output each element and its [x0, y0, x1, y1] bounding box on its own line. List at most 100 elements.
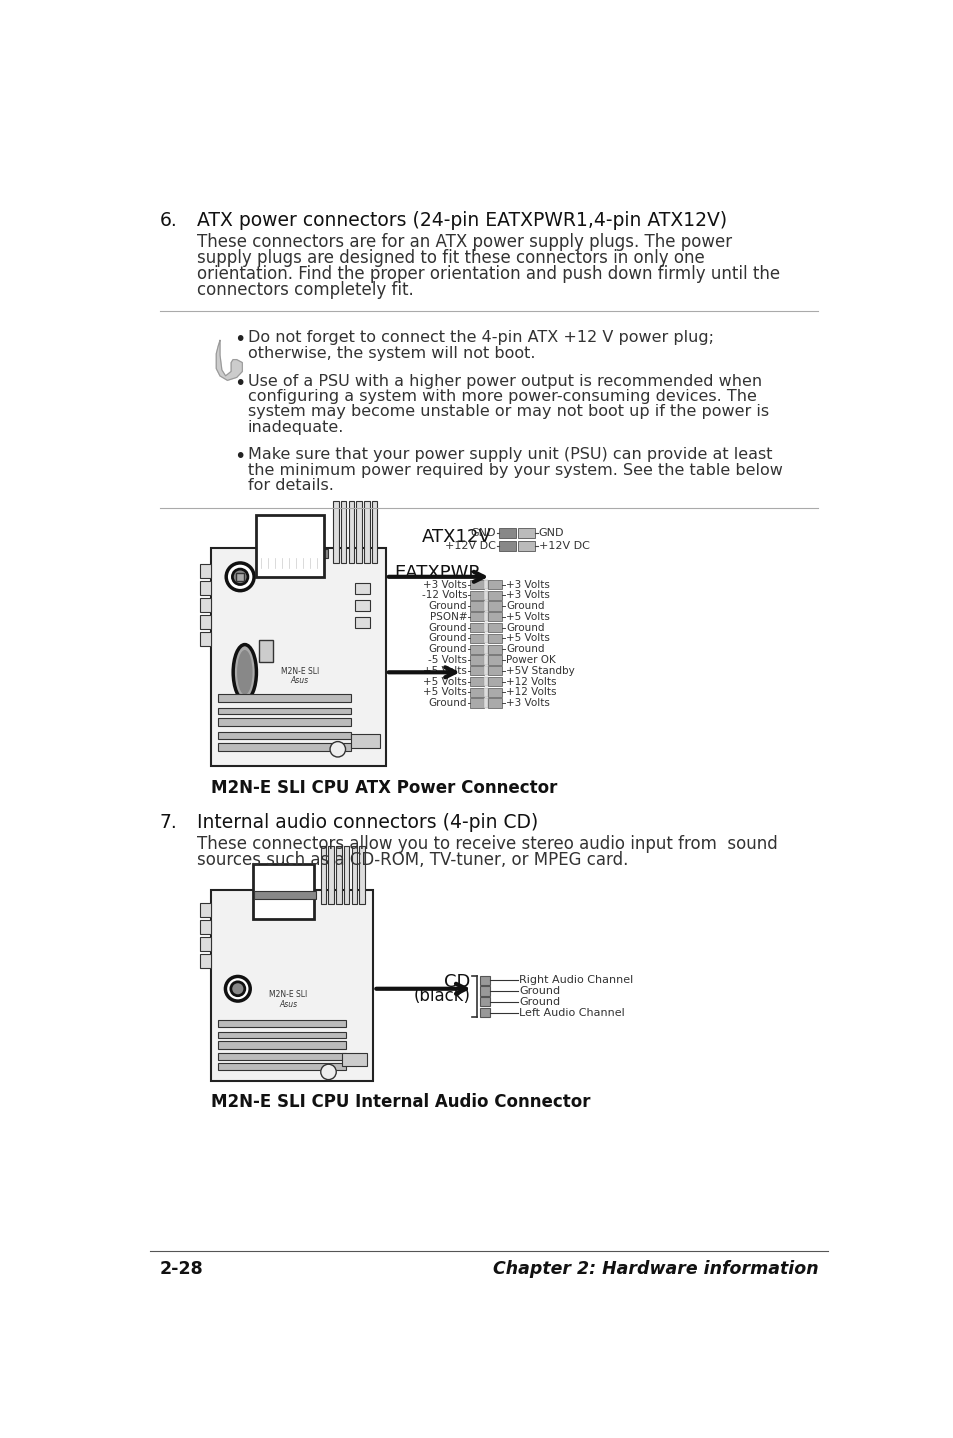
Text: ATX12V: ATX12V — [421, 528, 491, 546]
Bar — [351, 733, 380, 748]
Bar — [488, 591, 501, 600]
Circle shape — [231, 982, 245, 995]
Text: •: • — [233, 374, 245, 393]
Text: inadequate.: inadequate. — [248, 420, 344, 434]
Bar — [359, 847, 365, 905]
Text: +5 Volts: +5 Volts — [505, 611, 549, 621]
Text: Do not forget to connect the 4-pin ATX +12 V power plug;: Do not forget to connect the 4-pin ATX +… — [248, 331, 713, 345]
Text: Ground: Ground — [428, 644, 467, 654]
Bar — [236, 572, 244, 581]
Bar — [199, 953, 211, 968]
Text: +3 Volts: +3 Volts — [423, 580, 467, 590]
Text: system may become unstable or may not boot up if the power is: system may become unstable or may not bo… — [248, 404, 768, 420]
Bar — [218, 743, 351, 751]
Bar — [199, 633, 211, 646]
Text: M2N-E SLI CPU ATX Power Connector: M2N-E SLI CPU ATX Power Connector — [211, 778, 557, 797]
Text: CD: CD — [443, 974, 470, 991]
Text: Internal audio connectors (4-pin CD): Internal audio connectors (4-pin CD) — [196, 814, 537, 833]
Bar — [488, 644, 501, 654]
Bar — [488, 666, 501, 676]
Text: Asus: Asus — [291, 676, 309, 684]
Bar — [484, 687, 488, 697]
Text: 7.: 7. — [159, 814, 177, 833]
Text: +12V DC: +12V DC — [537, 541, 589, 551]
Text: EATXPWR: EATXPWR — [394, 565, 480, 582]
Text: 2-28: 2-28 — [159, 1260, 203, 1278]
Bar — [218, 1032, 346, 1038]
Bar — [488, 634, 501, 643]
Text: +12V DC: +12V DC — [444, 541, 496, 551]
Bar — [364, 502, 369, 562]
Text: Ground: Ground — [518, 986, 559, 997]
Bar — [199, 938, 211, 951]
Bar — [470, 623, 484, 633]
Text: connectors completely fit.: connectors completely fit. — [196, 282, 413, 299]
Bar — [218, 695, 351, 702]
Text: M2N-E SLI: M2N-E SLI — [269, 991, 307, 999]
Text: +5 Volts: +5 Volts — [505, 633, 549, 643]
Bar — [470, 687, 484, 697]
Bar — [199, 565, 211, 578]
Bar — [484, 677, 488, 686]
Bar — [470, 613, 484, 621]
Bar — [218, 707, 351, 713]
Bar — [484, 601, 488, 611]
Text: Make sure that your power supply unit (PSU) can provide at least: Make sure that your power supply unit (P… — [248, 447, 772, 463]
Bar — [342, 1054, 367, 1066]
Text: +3 Volts: +3 Volts — [505, 697, 549, 707]
Bar — [488, 623, 501, 633]
Bar — [479, 997, 490, 1007]
Text: +5V Standby: +5V Standby — [505, 666, 574, 676]
Bar — [488, 580, 501, 590]
Text: Use of a PSU with a higher power output is recommended when: Use of a PSU with a higher power output … — [248, 374, 761, 388]
Text: ATX power connectors (24-pin EATXPWR1,4-pin ATX12V): ATX power connectors (24-pin EATXPWR1,4-… — [196, 211, 726, 230]
Text: Ground: Ground — [428, 623, 467, 633]
Bar — [484, 666, 488, 676]
Text: •: • — [233, 447, 245, 466]
Text: +5 Volts: +5 Volts — [423, 687, 467, 697]
Bar — [498, 541, 516, 551]
Text: sources such as a CD-ROM, TV-tuner, or MPEG card.: sources such as a CD-ROM, TV-tuner, or M… — [196, 851, 627, 869]
Bar — [211, 548, 385, 766]
Bar — [470, 601, 484, 611]
Text: for details.: for details. — [248, 479, 334, 493]
Bar — [470, 580, 484, 590]
Text: Chapter 2: Hardware information: Chapter 2: Hardware information — [492, 1260, 818, 1278]
Bar — [253, 864, 314, 919]
Text: Right Audio Channel: Right Audio Channel — [518, 975, 633, 985]
Text: the minimum power required by your system. See the table below: the minimum power required by your syste… — [248, 463, 782, 477]
Bar — [488, 687, 501, 697]
Bar — [258, 640, 273, 661]
Polygon shape — [216, 341, 242, 380]
Text: GND: GND — [470, 528, 496, 538]
Bar — [355, 582, 370, 594]
Bar — [218, 1020, 346, 1027]
Circle shape — [320, 1064, 335, 1080]
Bar — [470, 644, 484, 654]
Bar — [470, 656, 484, 664]
Bar — [335, 847, 341, 905]
Bar — [218, 1063, 346, 1070]
Bar — [470, 634, 484, 643]
Text: Asus: Asus — [279, 999, 297, 1008]
Circle shape — [225, 976, 250, 1001]
Bar — [328, 847, 334, 905]
Bar — [211, 890, 373, 1081]
Bar — [479, 986, 490, 995]
Bar — [488, 656, 501, 664]
Bar — [333, 502, 338, 562]
Bar — [498, 528, 516, 538]
Text: Left Audio Channel: Left Audio Channel — [518, 1008, 624, 1018]
Bar — [488, 699, 501, 707]
Bar — [372, 502, 377, 562]
Bar — [488, 613, 501, 621]
Bar — [253, 892, 315, 899]
Bar — [484, 644, 488, 654]
Bar — [488, 601, 501, 611]
Text: M2N-E SLI: M2N-E SLI — [280, 667, 318, 676]
Text: Ground: Ground — [428, 633, 467, 643]
Text: +3 Volts: +3 Volts — [505, 580, 549, 590]
Text: Ground: Ground — [428, 697, 467, 707]
Text: 6.: 6. — [159, 211, 177, 230]
Bar — [517, 528, 534, 538]
